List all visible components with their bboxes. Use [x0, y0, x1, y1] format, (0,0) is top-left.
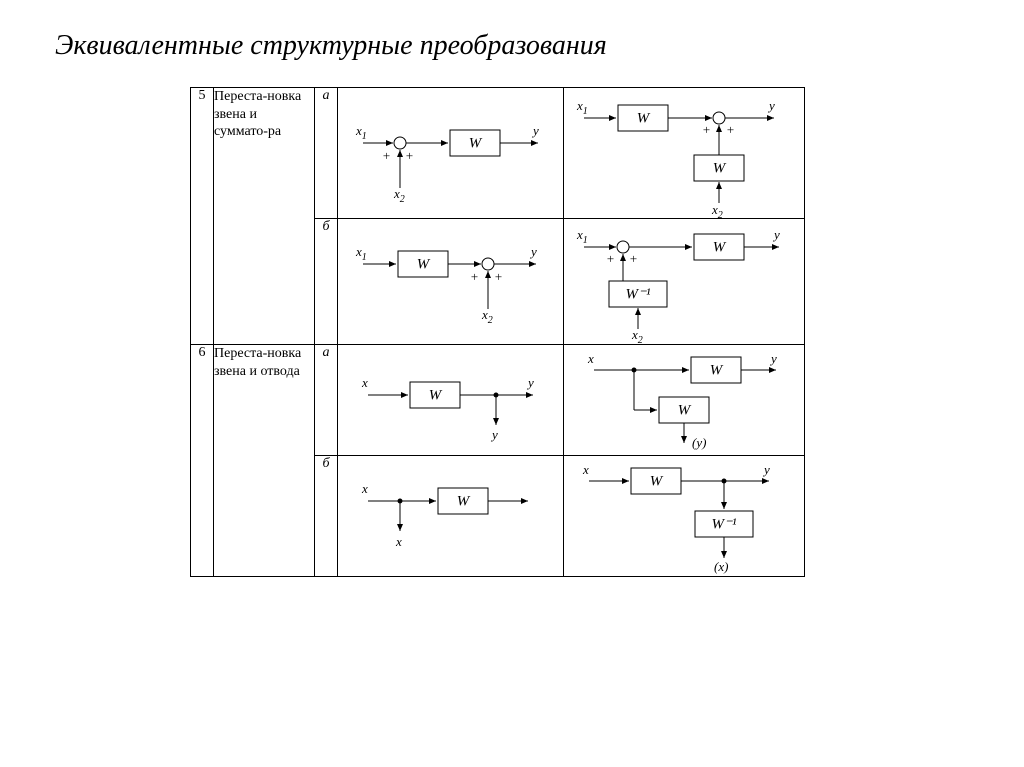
diagram-cell: W x1 + + y x2: [338, 219, 564, 345]
svg-text:x1: x1: [576, 227, 588, 246]
diagram-cell: W W⁻¹ x1 + + y x2: [564, 219, 805, 345]
svg-text:W: W: [457, 493, 471, 509]
svg-text:x1: x1: [576, 98, 588, 117]
svg-text:x1: x1: [355, 123, 367, 142]
svg-text:W: W: [637, 110, 651, 126]
svg-text:x: x: [395, 534, 402, 549]
diagram-cell: W W x1 + + y x2: [564, 88, 805, 219]
page-title: Эквивалентные структурные преобразования: [0, 0, 1024, 77]
svg-text:+: +: [382, 148, 391, 163]
svg-text:+: +: [629, 251, 638, 266]
svg-text:W: W: [650, 473, 664, 489]
diagram-cell: W W x y (y): [564, 345, 805, 456]
svg-text:y: y: [526, 375, 534, 390]
svg-text:x2: x2: [631, 327, 643, 344]
svg-text:+: +: [494, 269, 503, 284]
svg-text:y: y: [531, 123, 539, 138]
svg-text:W⁻¹: W⁻¹: [712, 516, 737, 532]
svg-text:W⁻¹: W⁻¹: [626, 286, 651, 302]
svg-text:y: y: [772, 227, 780, 242]
diagram-cell: W x1 + + x2 y: [338, 88, 564, 219]
svg-text:W: W: [417, 256, 431, 272]
svg-text:+: +: [726, 122, 735, 137]
svg-text:+: +: [405, 148, 414, 163]
svg-text:W: W: [678, 402, 692, 418]
svg-text:W: W: [710, 362, 724, 378]
svg-text:(x): (x): [714, 559, 728, 574]
svg-text:y: y: [769, 351, 777, 366]
svg-text:x: x: [582, 462, 589, 477]
block-label: W: [469, 135, 483, 151]
subrow-label: б: [315, 219, 338, 345]
svg-text:x1: x1: [355, 244, 367, 263]
subrow-label: а: [315, 345, 338, 456]
diagram-cell: W x y y: [338, 345, 564, 456]
svg-text:W: W: [429, 387, 443, 403]
svg-text:y: y: [767, 98, 775, 113]
svg-text:x2: x2: [393, 186, 405, 205]
svg-text:W: W: [713, 239, 727, 255]
svg-text:y: y: [762, 462, 770, 477]
svg-text:x2: x2: [711, 202, 723, 218]
svg-text:y: y: [529, 244, 537, 259]
svg-text:(y): (y): [692, 435, 706, 450]
diagram-cell: W x x: [338, 456, 564, 577]
transform-table: 5 Переста-новка звена и суммато-ра а W x…: [190, 87, 1024, 577]
svg-text:x: x: [361, 375, 368, 390]
diagram-cell: W W⁻¹ x y (x): [564, 456, 805, 577]
row-number: 5: [191, 88, 214, 345]
subrow-label: б: [315, 456, 338, 577]
svg-text:x2: x2: [481, 307, 493, 326]
svg-text:x: x: [361, 481, 368, 496]
svg-text:+: +: [702, 122, 711, 137]
svg-text:+: +: [606, 251, 615, 266]
subrow-label: а: [315, 88, 338, 219]
row-desc: Переста-новка звена и отвода: [214, 345, 315, 577]
svg-text:y: y: [490, 427, 498, 442]
svg-text:W: W: [713, 160, 727, 176]
row-desc: Переста-новка звена и суммато-ра: [214, 88, 315, 345]
row-number: 6: [191, 345, 214, 577]
svg-text:+: +: [470, 269, 479, 284]
svg-text:x: x: [587, 351, 594, 366]
